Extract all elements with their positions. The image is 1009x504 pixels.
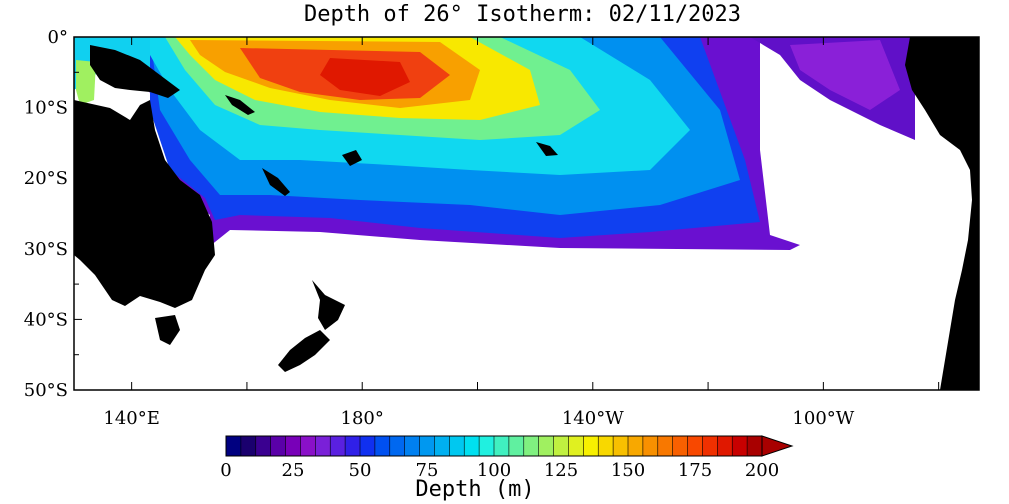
- x-tick-label: 140°W: [562, 408, 624, 429]
- colorbar-swatch: [657, 436, 674, 456]
- colorbar-label: Depth (m): [415, 477, 535, 502]
- colorbar-swatch: [583, 436, 599, 456]
- colorbar-tick-label: 200: [745, 460, 779, 481]
- colorbar-tick-label: 150: [611, 460, 645, 481]
- y-tick-label: 10°S: [24, 98, 68, 119]
- colorbar-swatch: [449, 436, 465, 456]
- y-tick-label: 30°S: [24, 239, 68, 260]
- y-axis-labels: 0° 10°S 20°S 30°S 40°S 50°S: [24, 27, 68, 401]
- landmass-south-america: [905, 37, 979, 390]
- colorbar-swatch: [628, 436, 644, 456]
- colorbar-tick-label: 25: [282, 460, 305, 481]
- colorbar-swatch: [479, 436, 495, 456]
- colorbar-tick-label: 125: [544, 460, 578, 481]
- colorbar-swatch: [747, 436, 763, 456]
- colorbar-swatch: [598, 436, 614, 456]
- landmass-fiji: [342, 150, 362, 166]
- colorbar-tick-label: 100: [477, 460, 511, 481]
- landmass-samoa: [536, 142, 558, 156]
- colorbar-swatch: [360, 436, 376, 456]
- colorbar-tick-label: 175: [678, 460, 712, 481]
- colorbar-swatch: [732, 436, 748, 456]
- y-tick-label: 0°: [48, 27, 68, 48]
- colorbar-swatch: [508, 436, 525, 456]
- x-tick-label: 100°W: [792, 408, 854, 429]
- x-tick-label: 180°: [341, 408, 384, 429]
- landmass-australia: [74, 100, 215, 308]
- land: [74, 37, 979, 390]
- colorbar-extend-arrow: [761, 435, 794, 457]
- colorbar-swatch: [345, 436, 361, 456]
- colorbar-swatch: [702, 436, 718, 456]
- colorbar-tick-labels: 0 25 50 75 100 125 150 175 200: [220, 460, 779, 481]
- colorbar-swatch: [464, 436, 480, 456]
- colorbar-swatch: [538, 436, 555, 456]
- landmass-solomon: [225, 95, 255, 115]
- colorbar-swatch: [300, 436, 316, 456]
- colorbar-swatch: [717, 436, 733, 456]
- landmass-new-guinea: [90, 45, 180, 98]
- x-axis-labels: 140°E 180° 140°W 100°W: [103, 408, 854, 429]
- colorbar-swatch: [434, 436, 450, 456]
- colorbar-swatch: [404, 436, 421, 456]
- tick-marks: [74, 36, 979, 391]
- colorbar-swatch: [494, 436, 510, 456]
- colorbar-swatch: [568, 436, 584, 456]
- landmass-nz-south: [278, 330, 330, 372]
- colorbar-tick-label: 75: [416, 460, 439, 481]
- colorbar-swatch: [240, 436, 257, 456]
- colorbar-swatch: [613, 436, 629, 456]
- landmass-tasmania: [155, 315, 180, 345]
- colorbar-swatch: [553, 436, 569, 456]
- colorbar-swatch: [389, 436, 406, 456]
- depth-field: [74, 37, 915, 250]
- colorbar-swatch: [374, 436, 391, 456]
- colorbar-swatch: [270, 436, 287, 456]
- plot-area: [74, 37, 979, 390]
- colorbar-tick-label: 50: [349, 460, 372, 481]
- landmass-new-caledonia: [262, 168, 290, 196]
- x-tick-label: 140°E: [103, 408, 160, 429]
- y-tick-label: 40°S: [24, 309, 68, 330]
- colorbar: [225, 435, 794, 457]
- band-east-violet: [790, 40, 900, 110]
- colorbar-swatch: [419, 436, 435, 456]
- colorbar-swatch: [285, 436, 301, 456]
- colorbar-swatch: [226, 436, 242, 456]
- colorbar-swatch: [255, 436, 272, 456]
- landmass-nz-north: [312, 280, 345, 330]
- y-tick-label: 50°S: [24, 380, 68, 401]
- colorbar-swatch: [642, 436, 659, 456]
- colorbar-swatch: [687, 436, 703, 456]
- colorbar-swatch: [523, 436, 540, 456]
- y-tick-label: 20°S: [24, 168, 68, 189]
- band-darkred: [320, 58, 410, 96]
- colorbar-swatch: [330, 436, 346, 456]
- colorbar-swatch: [672, 436, 689, 456]
- band-west-green: [76, 60, 96, 105]
- colorbar-swatch: [315, 436, 331, 456]
- map-title: Depth of 26° Isotherm: 02/11/2023: [303, 2, 742, 27]
- colorbar-tick-label: 0: [220, 460, 231, 481]
